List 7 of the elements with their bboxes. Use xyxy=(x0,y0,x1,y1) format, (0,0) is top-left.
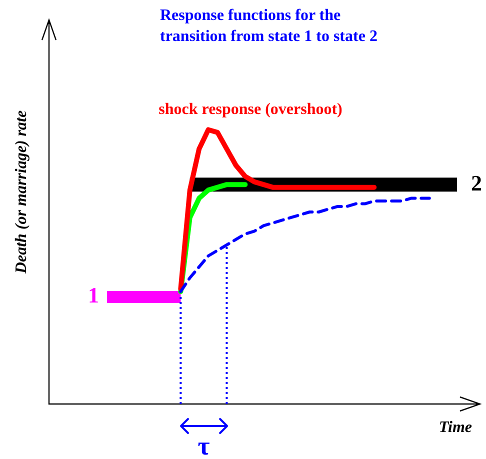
text: τ xyxy=(198,432,210,459)
y-axis-title: Death (or marriage) rate xyxy=(13,110,30,275)
series-label: 1 xyxy=(88,282,99,308)
x-axis-title: Time xyxy=(438,419,472,436)
text: shock response (overshoot) xyxy=(158,100,342,118)
chart-title: Response functions for the transition from state 1 to state 2 xyxy=(160,7,378,46)
series-label: 2 xyxy=(471,170,482,196)
